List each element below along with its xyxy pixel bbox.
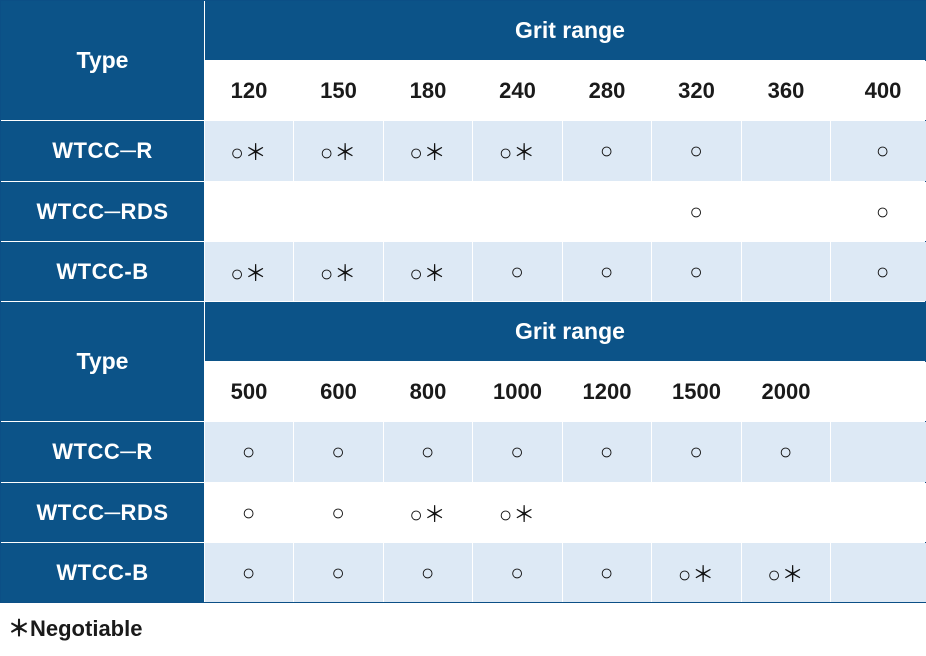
availability-cell: ○ (473, 242, 562, 301)
availability-cell: ○ (652, 242, 741, 301)
availability-cell: ○ (205, 483, 293, 542)
availability-cell: ○ (473, 422, 562, 482)
availability-cell: ○＊ (652, 543, 741, 602)
availability-cell (563, 483, 651, 542)
availability-cell: ○ (563, 543, 651, 602)
availability-cell: ○ (205, 543, 293, 602)
availability-cell: ○＊ (294, 242, 383, 301)
availability-cell: ○＊ (205, 121, 293, 181)
availability-cell (652, 483, 741, 542)
grit-value: 240 (473, 61, 562, 120)
availability-cell: ○ (205, 422, 293, 482)
type-header: Type (1, 1, 204, 120)
grit-value: 500 (205, 362, 293, 421)
availability-cell (294, 182, 383, 241)
availability-cell (742, 242, 830, 301)
availability-cell: ○ (831, 121, 926, 181)
availability-cell: ○ (384, 422, 472, 482)
availability-cell: ○ (294, 483, 383, 542)
availability-cell (742, 483, 830, 542)
availability-cell (831, 422, 926, 482)
grit-value: 150 (294, 61, 383, 120)
row-label-wtcc-rds: WTCC─RDS (1, 182, 204, 241)
availability-cell: ○ (652, 422, 741, 482)
grit-value: 600 (294, 362, 383, 421)
availability-cell: ○ (652, 121, 741, 181)
row-label-wtcc-b: WTCC-B (1, 543, 204, 602)
row-label-wtcc-r: WTCC─R (1, 121, 204, 181)
availability-cell (742, 182, 830, 241)
negotiable-footnote: ＊Negotiable (8, 616, 143, 641)
grit-value: 800 (384, 362, 472, 421)
availability-cell: ○ (652, 182, 741, 241)
availability-cell: ○ (831, 182, 926, 241)
grit-value: 360 (742, 61, 830, 120)
availability-cell: ○＊ (205, 242, 293, 301)
availability-cell: ○＊ (473, 483, 562, 542)
row-label-wtcc-r: WTCC─R (1, 422, 204, 482)
grit-value: 120 (205, 61, 293, 120)
availability-cell (473, 182, 562, 241)
grit-value (831, 362, 926, 421)
availability-cell (205, 182, 293, 241)
grit-value: 280 (563, 61, 651, 120)
availability-cell: ○＊ (384, 121, 472, 181)
availability-cell: ○＊ (473, 121, 562, 181)
availability-cell (831, 483, 926, 542)
availability-cell: ○ (563, 422, 651, 482)
availability-cell: ○ (294, 543, 383, 602)
availability-cell: ○＊ (294, 121, 383, 181)
grit-availability-table: Type Grit range 120 150 180 240 280 320 … (0, 0, 926, 603)
grit-value: 320 (652, 61, 741, 120)
grit-range-header: Grit range (205, 1, 926, 60)
grit-value: 2000 (742, 362, 830, 421)
grit-range-header: Grit range (205, 302, 926, 361)
availability-cell: ○＊ (384, 242, 472, 301)
availability-cell (384, 182, 472, 241)
grit-value: 400 (831, 61, 926, 120)
availability-cell (831, 543, 926, 602)
availability-cell: ○＊ (384, 483, 472, 542)
availability-cell: ○ (742, 422, 830, 482)
availability-cell: ○ (563, 121, 651, 181)
availability-cell: ○ (563, 242, 651, 301)
grit-value: 1500 (652, 362, 741, 421)
type-header: Type (1, 302, 204, 421)
availability-cell: ○ (473, 543, 562, 602)
availability-cell: ○ (294, 422, 383, 482)
grit-value: 1000 (473, 362, 562, 421)
availability-cell: ○ (384, 543, 472, 602)
row-label-wtcc-rds: WTCC─RDS (1, 483, 204, 542)
row-label-wtcc-b: WTCC-B (1, 242, 204, 301)
grit-value: 1200 (563, 362, 651, 421)
grit-value: 180 (384, 61, 472, 120)
availability-cell: ○＊ (742, 543, 830, 602)
availability-cell (563, 182, 651, 241)
availability-cell: ○ (831, 242, 926, 301)
availability-cell (742, 121, 830, 181)
